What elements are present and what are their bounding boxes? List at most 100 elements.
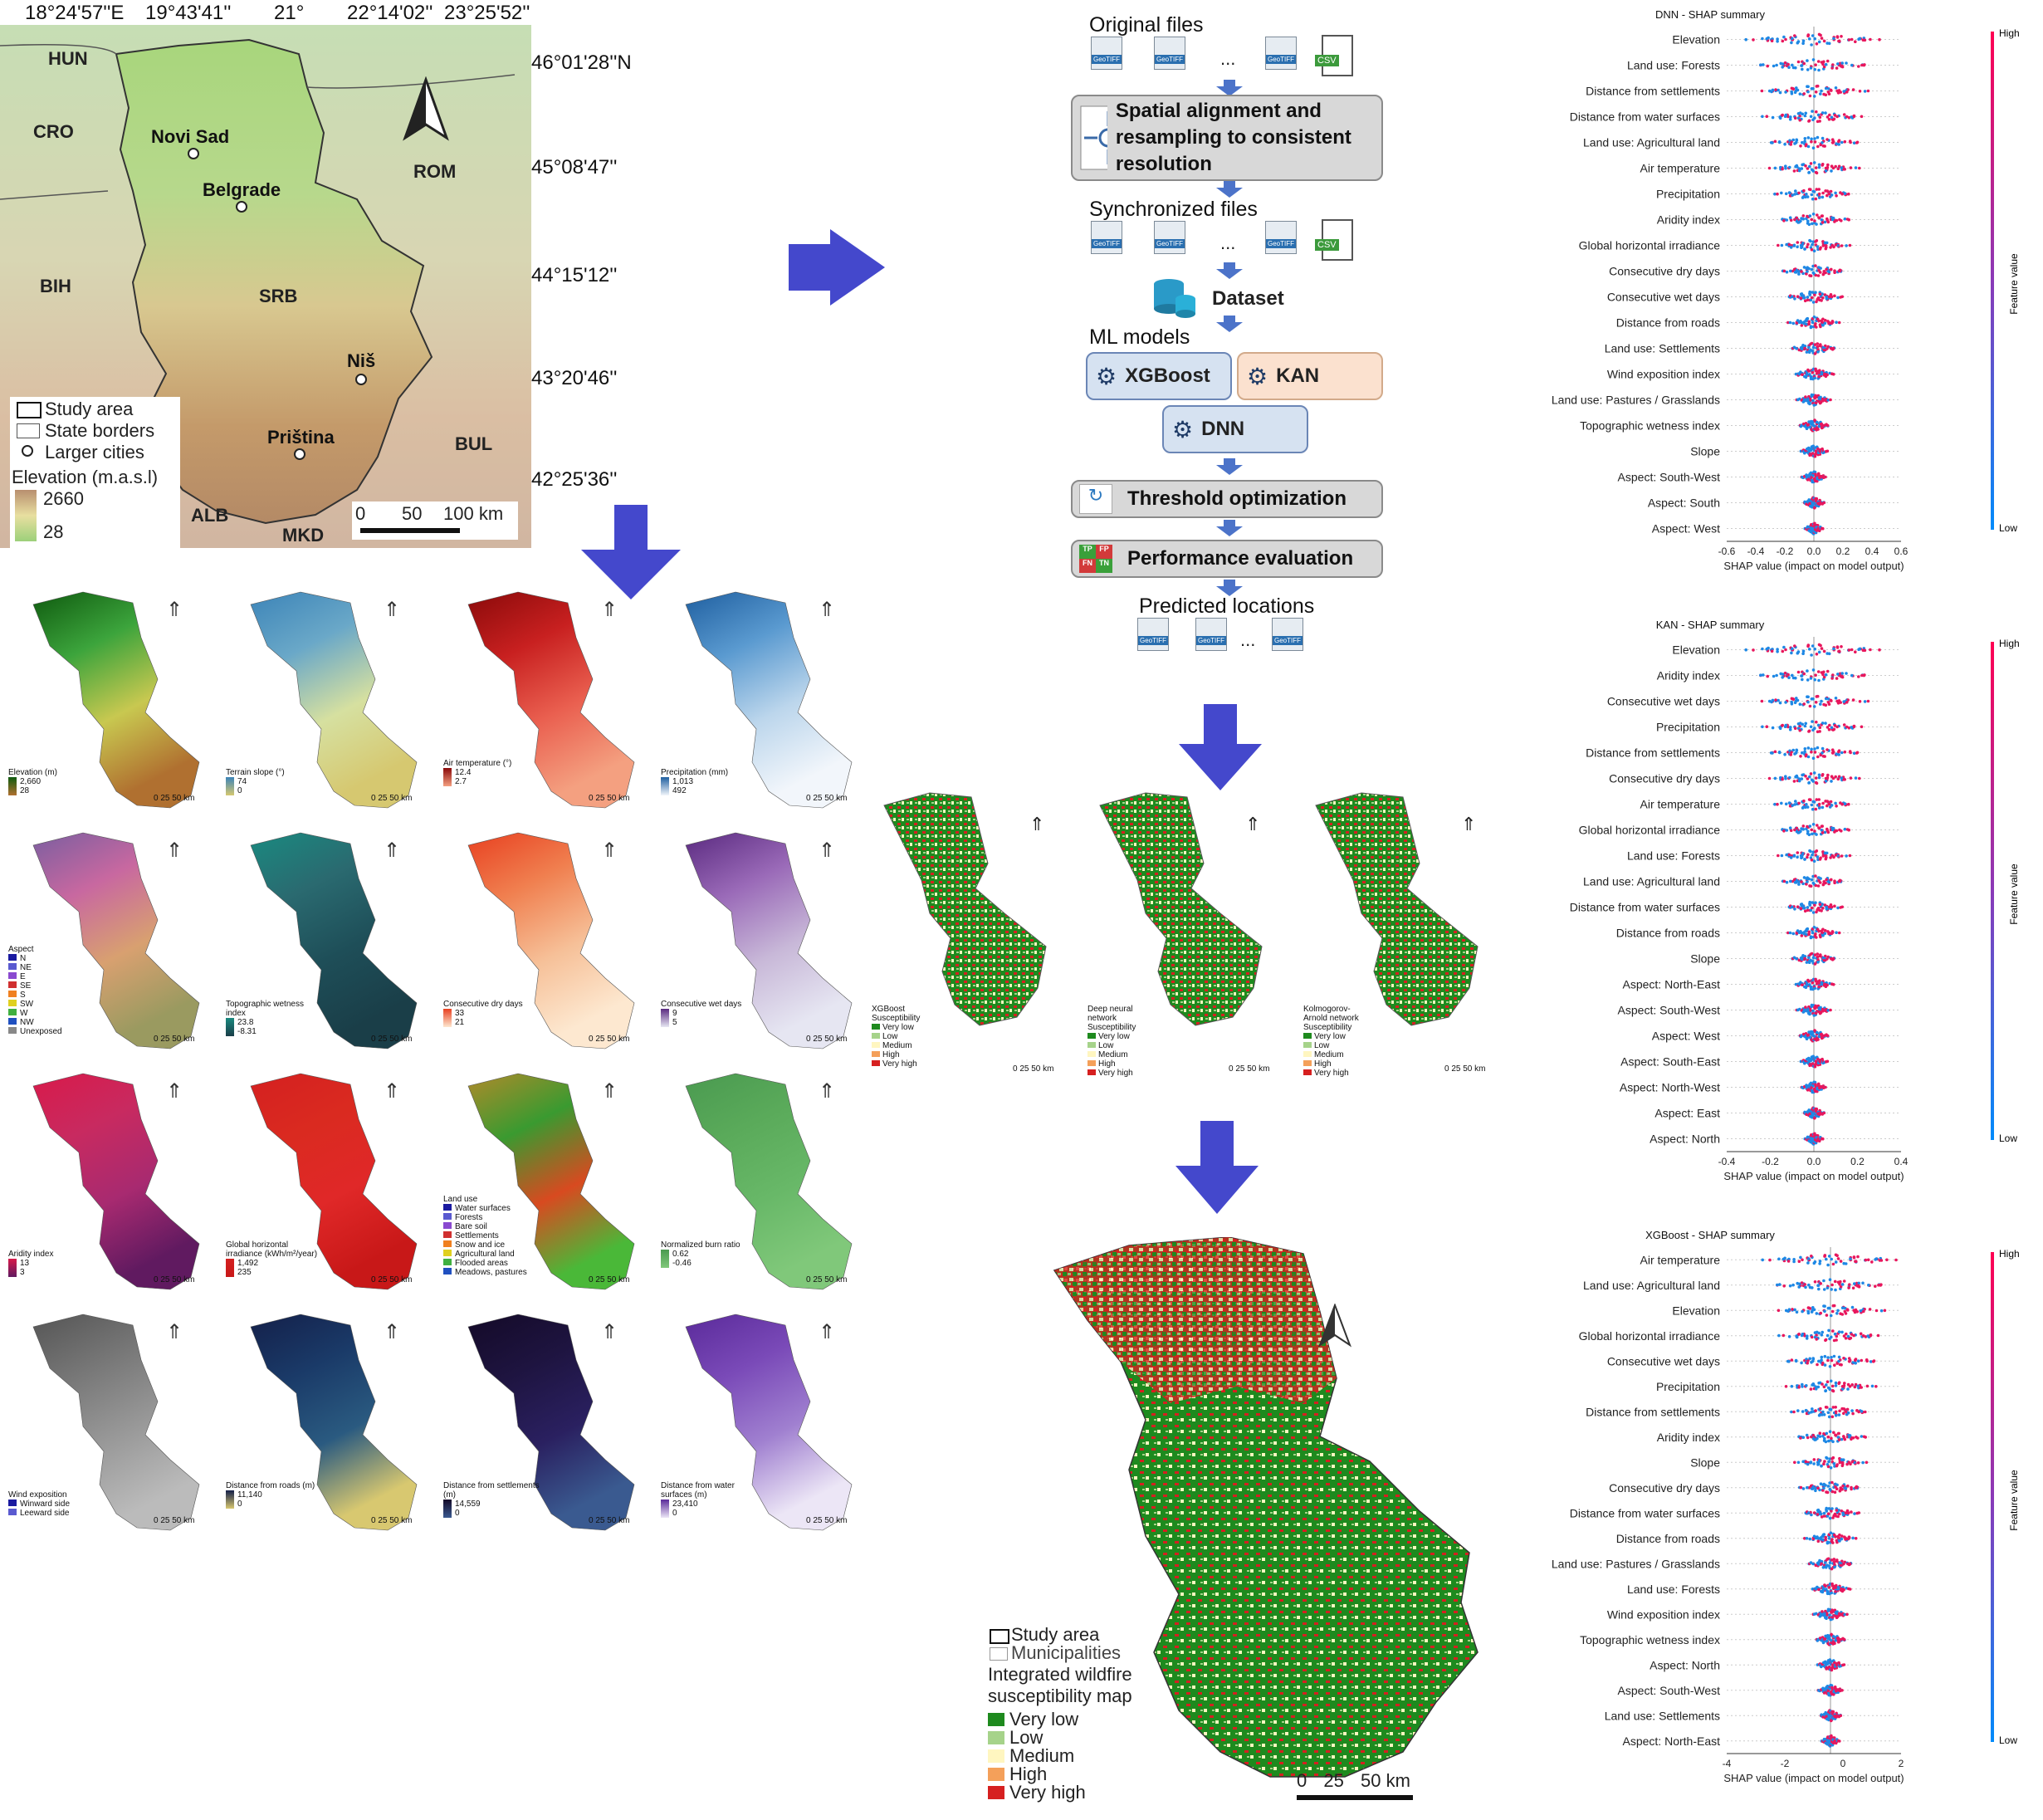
map-scale: 0 25 50 km bbox=[1013, 1064, 1054, 1074]
shap-point bbox=[1811, 1537, 1816, 1541]
shap-point bbox=[1823, 1660, 1827, 1664]
shap-point bbox=[1772, 674, 1776, 678]
shap-point bbox=[1824, 1338, 1828, 1342]
shap-point bbox=[1795, 139, 1799, 142]
shap-point bbox=[1800, 934, 1804, 937]
colorbar bbox=[1991, 32, 1994, 530]
shap-feature-label: Land use: Forests bbox=[1627, 59, 1720, 72]
shap-point bbox=[1851, 1436, 1855, 1440]
legend-high: 14,559 bbox=[455, 1500, 481, 1509]
colorbar bbox=[1991, 1252, 1994, 1742]
shap-point bbox=[1795, 749, 1799, 752]
shap-point bbox=[1761, 1258, 1764, 1262]
flow-arrow-right-head bbox=[830, 229, 885, 306]
shap-point bbox=[1824, 722, 1827, 725]
shap-point bbox=[1795, 321, 1799, 325]
shap-point bbox=[1810, 906, 1814, 910]
legend-item: Very high bbox=[872, 1059, 920, 1069]
shap-point bbox=[1826, 115, 1830, 119]
shap-point bbox=[1760, 89, 1764, 93]
shap-point bbox=[1864, 1410, 1867, 1414]
shap-point bbox=[1777, 751, 1782, 754]
shap-point bbox=[1854, 166, 1858, 169]
legend-item: N bbox=[8, 954, 62, 963]
factor-map-title: Consecutive wet days bbox=[661, 1000, 742, 1009]
shap-point bbox=[1806, 805, 1810, 809]
shap-point bbox=[1811, 1009, 1815, 1013]
shap-point bbox=[1802, 92, 1806, 95]
city-marker-novi-sad bbox=[188, 148, 199, 159]
shap-point bbox=[1860, 63, 1864, 67]
shap-point bbox=[1840, 751, 1844, 755]
shap-point bbox=[1810, 1410, 1813, 1414]
shap-point bbox=[1818, 1059, 1822, 1064]
shap-point bbox=[1824, 929, 1827, 932]
shap-point bbox=[1824, 673, 1828, 677]
shap-point bbox=[1791, 87, 1796, 91]
shap-point bbox=[1842, 1562, 1845, 1566]
shap-point bbox=[1808, 425, 1812, 429]
integrated-legend-item: Medium bbox=[988, 1745, 1086, 1766]
shap-point bbox=[1810, 1335, 1814, 1339]
shap-point bbox=[1811, 1433, 1816, 1437]
shap-point bbox=[1820, 89, 1823, 93]
shap-point bbox=[1821, 214, 1824, 218]
shap-feature-label: Topographic wetness index bbox=[1580, 419, 1720, 433]
shap-point bbox=[1806, 242, 1810, 247]
shap-point bbox=[1841, 1511, 1845, 1515]
legend-low: -0.46 bbox=[672, 1259, 692, 1268]
legend-study-area-swatch bbox=[17, 402, 42, 418]
shap-point bbox=[1866, 1258, 1870, 1262]
shap-point bbox=[1828, 1687, 1831, 1690]
shap-point bbox=[1849, 166, 1853, 169]
legend-item: Winward side bbox=[8, 1500, 70, 1509]
shap-point bbox=[1840, 1437, 1844, 1441]
legend-title: Susceptibility bbox=[872, 1014, 921, 1023]
shap-point bbox=[1821, 1085, 1825, 1089]
shap-point bbox=[1833, 114, 1837, 117]
shap-point bbox=[1815, 171, 1819, 175]
relief-map bbox=[0, 25, 531, 548]
legend-item: Low bbox=[1303, 1041, 1370, 1050]
shap-point bbox=[1864, 1258, 1868, 1262]
shap-point bbox=[1807, 648, 1811, 651]
shap-point bbox=[1806, 777, 1810, 780]
shap-point bbox=[1847, 802, 1850, 806]
shap-point bbox=[1821, 751, 1824, 755]
shap-point bbox=[1877, 1284, 1880, 1287]
shap-point bbox=[1799, 1255, 1802, 1260]
shap-point bbox=[1816, 274, 1821, 277]
geotiff-file-icon: GeoTIFF bbox=[1265, 221, 1297, 254]
shap-point bbox=[1827, 320, 1831, 325]
factor-map-raster bbox=[32, 832, 200, 1049]
shap-point bbox=[1835, 1559, 1839, 1563]
shap-point bbox=[1866, 699, 1870, 703]
shap-point bbox=[1821, 982, 1824, 986]
shap-point bbox=[1855, 140, 1860, 144]
shap-point bbox=[1822, 880, 1826, 883]
shap-point bbox=[1824, 1538, 1827, 1542]
shap-point bbox=[1811, 345, 1816, 350]
shap-point bbox=[1840, 295, 1844, 299]
legend-label: High bbox=[1009, 1764, 1048, 1784]
shap-point bbox=[1806, 1261, 1810, 1265]
colorbar-low: Low bbox=[1999, 1133, 2017, 1144]
shap-point bbox=[1816, 1539, 1821, 1543]
factor-map-raster bbox=[250, 832, 418, 1049]
shap-point bbox=[1830, 1288, 1833, 1291]
shap-point bbox=[1818, 1637, 1822, 1640]
shap-point bbox=[1807, 983, 1811, 986]
shap-point bbox=[1801, 344, 1805, 347]
shap-point bbox=[1814, 499, 1818, 502]
shap-point bbox=[1811, 1306, 1815, 1309]
shap-point bbox=[1808, 238, 1811, 242]
shap-point bbox=[1824, 62, 1828, 66]
shap-point bbox=[1796, 851, 1800, 854]
shap-point bbox=[1834, 1288, 1837, 1292]
shap-point bbox=[1784, 1385, 1788, 1388]
shap-point bbox=[1822, 348, 1826, 352]
flow-synchronized-files: Synchronized files bbox=[1089, 198, 1258, 221]
shap-point bbox=[1813, 1438, 1816, 1441]
shap-point bbox=[1826, 748, 1829, 751]
geotiff-file-icon: GeoTIFF bbox=[1272, 618, 1303, 651]
